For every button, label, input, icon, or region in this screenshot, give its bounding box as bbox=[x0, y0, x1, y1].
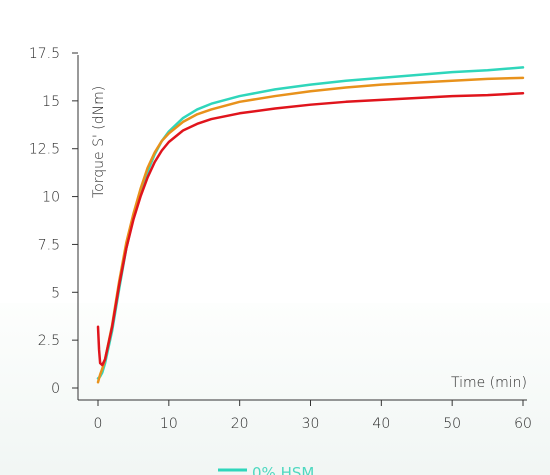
x-tick-label: 0 bbox=[94, 416, 103, 432]
y-tick-label: 0 bbox=[51, 381, 60, 397]
chart-legend: 0% HSM bbox=[218, 464, 314, 475]
y-tick-label: 2.5 bbox=[38, 333, 60, 349]
x-axis-title: Time (min) bbox=[451, 375, 527, 391]
legend-label: 0% HSM bbox=[252, 464, 314, 475]
background-band bbox=[0, 303, 550, 475]
x-tick-label: 40 bbox=[372, 416, 390, 432]
x-tick-label: 50 bbox=[443, 416, 461, 432]
x-tick-label: 30 bbox=[302, 416, 320, 432]
x-tick-label: 60 bbox=[514, 416, 532, 432]
x-tick-label: 10 bbox=[160, 416, 178, 432]
series-line-3 bbox=[96, 91, 525, 367]
series-line-2 bbox=[96, 76, 525, 384]
x-tick-label: 20 bbox=[231, 416, 249, 432]
x-ticks: 0 10 20 30 40 50 60 bbox=[94, 400, 532, 432]
y-tick-label: 10 bbox=[42, 190, 60, 206]
y-tick-label: 12.5 bbox=[29, 142, 60, 158]
y-ticks: 0 2.5 5 7.5 10 12.5 15 17.5 bbox=[29, 46, 78, 397]
y-tick-label: 17.5 bbox=[29, 46, 60, 62]
series-lines bbox=[96, 66, 525, 384]
y-axis-title: Torque S' (dNm) bbox=[91, 86, 107, 198]
series-line-1 bbox=[96, 66, 525, 380]
y-tick-label: 15 bbox=[42, 94, 60, 110]
y-tick-label: 5 bbox=[51, 285, 60, 301]
y-tick-label: 7.5 bbox=[38, 237, 60, 253]
